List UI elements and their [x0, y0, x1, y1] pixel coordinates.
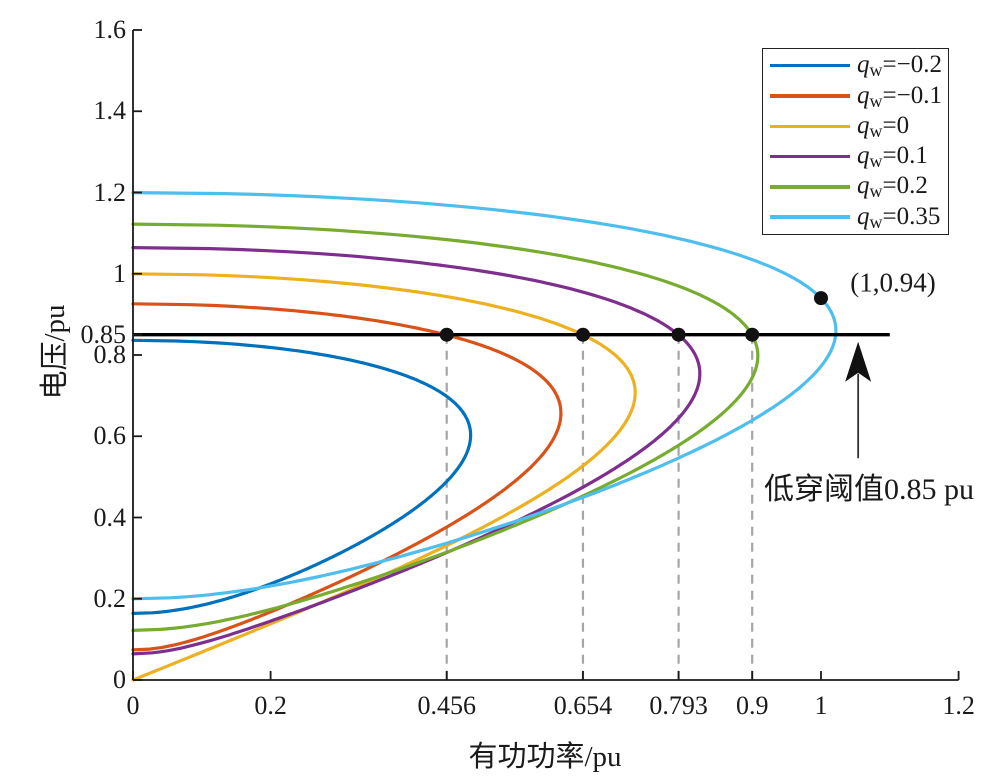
y-tick-label-0.6: 0.6 — [93, 421, 127, 451]
legend-line-sample — [770, 94, 850, 98]
legend-item-label: qw=−0.2 — [857, 51, 942, 81]
x-tick-label-0.654: 0.654 — [553, 691, 613, 720]
legend-item-qw0.35: qw=0.35 — [763, 202, 948, 232]
y-tick-label-0.8: 0.8 — [93, 340, 127, 369]
x-tick-label-0.9: 0.9 — [735, 691, 769, 720]
annotation-arrow-head — [845, 341, 872, 382]
legend-item-label: qw=0.1 — [857, 142, 928, 172]
x-tick-label-0.456: 0.456 — [417, 691, 476, 720]
marker-dot-0.9-0.85 — [745, 327, 760, 342]
y-tick-label-1.4: 1.4 — [93, 96, 127, 126]
legend-line-sample — [770, 64, 850, 68]
curve-qw=0.1 — [131, 246, 702, 656]
curve-qw=0.2 — [131, 222, 760, 632]
legend-item-qw-0.1: qw=−0.1 — [763, 81, 948, 111]
x-tick-label-0.2: 0.2 — [254, 691, 287, 720]
y-tick-label-1: 1 — [113, 258, 126, 288]
marker-dot-1-0.94 — [814, 291, 828, 306]
curve-qw=-0.2 — [131, 338, 473, 615]
legend-line-sample — [770, 185, 850, 189]
threshold-annotation-label: 低穿阈值0.85 pu — [764, 473, 974, 506]
curve-qw=0.35 — [131, 191, 838, 601]
legend-item-label: qw=0 — [857, 111, 910, 141]
marker-dot-0.654-0.85 — [575, 327, 590, 342]
y-tick-label-0: 0 — [113, 665, 126, 694]
legend-line-sample — [770, 124, 850, 129]
y-tick-label-0.2: 0.2 — [93, 583, 127, 613]
y-tick-label-0.4: 0.4 — [93, 502, 127, 532]
point-coordinate-label: (1,0.94) — [850, 267, 936, 298]
legend-item-qw0.1: qw=0.1 — [763, 142, 948, 172]
y-tick-label-0.85: 0.85 — [80, 319, 127, 349]
legend-item-qw0.2: qw=0.2 — [763, 172, 948, 202]
x-tick-label-1: 1 — [814, 691, 828, 720]
legend-item-label: qw=−0.1 — [857, 81, 942, 111]
curve-qw=-0.1 — [131, 302, 563, 652]
legend-item-label: qw=0.2 — [857, 172, 928, 202]
marker-dot-0.793-0.85 — [671, 327, 686, 342]
y-tick-label-1.2: 1.2 — [93, 177, 127, 207]
x-tick-label-1.2: 1.2 — [942, 691, 975, 720]
legend-item-qw0: qw=0 — [763, 111, 948, 141]
x-tick-label-0.793: 0.793 — [649, 691, 708, 720]
x-tick-label-0: 0 — [126, 691, 140, 720]
legend-box: qw=−0.2 qw=−0.1 qw=0 qw=0.1 qw=0.2 qw=0.35 — [762, 48, 949, 235]
legend-line-sample — [770, 215, 850, 219]
y-tick-label-1.6: 1.6 — [93, 15, 127, 44]
marker-dot-0.456-0.85 — [439, 327, 454, 342]
legend-line-sample — [770, 154, 850, 159]
legend-item-label: qw=0.35 — [857, 202, 941, 232]
x-axis-title: 有功功率/pu — [468, 741, 622, 773]
legend-item-qw-0.2: qw=−0.2 — [763, 51, 948, 81]
